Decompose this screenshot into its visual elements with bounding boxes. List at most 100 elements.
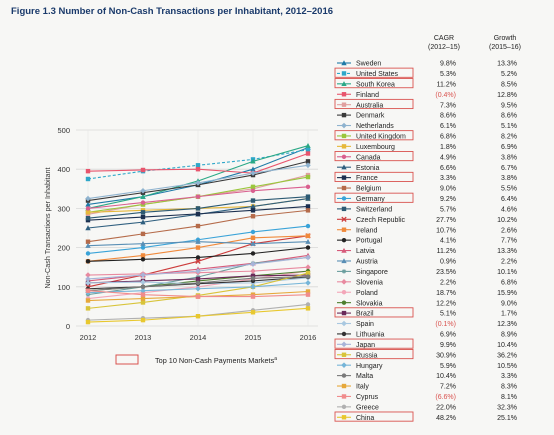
- data-point: [85, 201, 91, 207]
- data-point: [140, 167, 146, 173]
- series-group: [85, 274, 311, 293]
- data-point: [250, 166, 256, 172]
- legend-cagr: (6.6%): [435, 394, 456, 401]
- top10-highlight-box: [334, 130, 414, 141]
- legend-growth: 15.9%: [497, 290, 517, 297]
- legend-cagr: 7.3%: [440, 102, 456, 109]
- legend-cagr: 48.2%: [436, 415, 456, 422]
- legend-row: Luxembourg 1.8% 6.9%: [337, 144, 517, 151]
- legend-row: Portugal 4.1% 7.7%: [337, 238, 517, 245]
- top10-highlight-box: [334, 349, 414, 360]
- legend-growth: 9.0%: [501, 300, 517, 307]
- data-point: [341, 81, 347, 87]
- data-point: [341, 331, 347, 337]
- legend-growth: 6.9%: [501, 144, 517, 151]
- data-point: [195, 268, 201, 274]
- note: Top 10 Non-Cash Payments Marketsa: [115, 354, 277, 365]
- legend-growth: 8.5%: [501, 81, 517, 88]
- data-point: [140, 253, 146, 258]
- top10-highlight-box: [334, 411, 414, 422]
- x-tick-label: 2013: [135, 333, 152, 342]
- data-point: [140, 210, 146, 215]
- data-point: [85, 168, 91, 174]
- data-point: [195, 194, 201, 199]
- data-point: [341, 394, 347, 399]
- legend-row: Austria 0.9% 2.2%: [337, 258, 517, 266]
- legend-row: China 48.2% 25.1%: [334, 411, 517, 422]
- legend-cagr: 30.9%: [436, 352, 456, 359]
- data-point: [341, 290, 347, 295]
- data-point: [250, 158, 256, 164]
- series-lines: [85, 142, 311, 325]
- data-point: [250, 203, 256, 209]
- data-point: [341, 310, 347, 316]
- data-point: [305, 270, 311, 276]
- data-point: [195, 163, 201, 168]
- data-point: [85, 259, 91, 264]
- legend-row: Denmark 8.6% 8.6%: [337, 113, 517, 120]
- legend-growth: 10.1%: [497, 269, 517, 276]
- data-point: [195, 314, 201, 319]
- data-point: [305, 184, 311, 190]
- data-point: [140, 272, 146, 278]
- top10-highlight-box: [334, 98, 414, 110]
- data-point: [195, 206, 201, 211]
- legend-country: Brazil: [356, 311, 374, 318]
- data-point: [195, 245, 201, 250]
- legend-country: Luxembourg: [356, 144, 395, 151]
- legend-country: France: [356, 175, 378, 182]
- legend-row: Netherlands 6.1% 5.1%: [337, 122, 517, 130]
- legend-country: Lithuania: [356, 332, 385, 339]
- data-point: [250, 273, 256, 279]
- data-point: [341, 404, 347, 410]
- top10-highlight-box: [334, 338, 414, 349]
- legend-row: Australia 7.3% 9.5%: [334, 98, 517, 110]
- legend-row: Greece 22.0% 32.3%: [337, 404, 517, 411]
- data-point: [140, 187, 146, 194]
- data-point: [250, 261, 256, 267]
- cagr-header: CAGR: [434, 35, 454, 42]
- legend-row: Slovenia 2.2% 6.8%: [337, 279, 517, 286]
- legend-country: Czech Republic: [356, 217, 406, 224]
- data-point: [85, 272, 91, 278]
- data-point: [341, 133, 347, 139]
- legend-growth: 3.8%: [501, 154, 517, 161]
- data-point: [305, 162, 311, 169]
- series-group: [85, 162, 311, 202]
- legend-row: Germany 9.2% 6.4%: [334, 192, 517, 203]
- top10-highlight-box: [334, 78, 414, 89]
- data-point: [341, 164, 347, 170]
- legend-row: Japan 9.9% 10.4%: [334, 338, 517, 349]
- data-point: [85, 225, 91, 231]
- y-tick-label: 200: [57, 244, 70, 253]
- legend-cagr: 6.1%: [440, 123, 456, 130]
- legend-growth: 36.2%: [497, 352, 517, 359]
- legend-cagr: 10.4%: [436, 373, 456, 380]
- data-point: [85, 276, 91, 282]
- legend-cagr: 5.7%: [440, 206, 456, 213]
- series-group: [85, 208, 311, 244]
- data-point: [305, 264, 311, 270]
- legend-row: Cyprus (6.6%) 8.1%: [337, 394, 517, 401]
- data-point: [341, 362, 347, 368]
- x-tick-label: 2015: [245, 333, 262, 342]
- data-point: [305, 151, 311, 156]
- data-point: [195, 276, 201, 282]
- legend-growth: 2.6%: [501, 227, 517, 234]
- x-tick-label: 2016: [300, 333, 317, 342]
- top10-highlight-box: [334, 192, 414, 203]
- growth-header: Growth: [494, 35, 517, 42]
- data-point: [250, 208, 256, 213]
- legend-cagr: 9.2%: [440, 196, 456, 203]
- data-point: [140, 219, 146, 225]
- data-point: [85, 239, 91, 244]
- x-tick-label: 2012: [80, 333, 97, 342]
- data-point: [195, 280, 201, 286]
- data-point: [341, 237, 347, 243]
- legend-row: Estonia 6.6% 6.7%: [337, 164, 517, 172]
- data-point: [305, 254, 311, 261]
- data-point: [140, 257, 146, 262]
- legend-country: Greece: [356, 404, 379, 411]
- data-point: [341, 247, 347, 253]
- data-point: [341, 102, 347, 107]
